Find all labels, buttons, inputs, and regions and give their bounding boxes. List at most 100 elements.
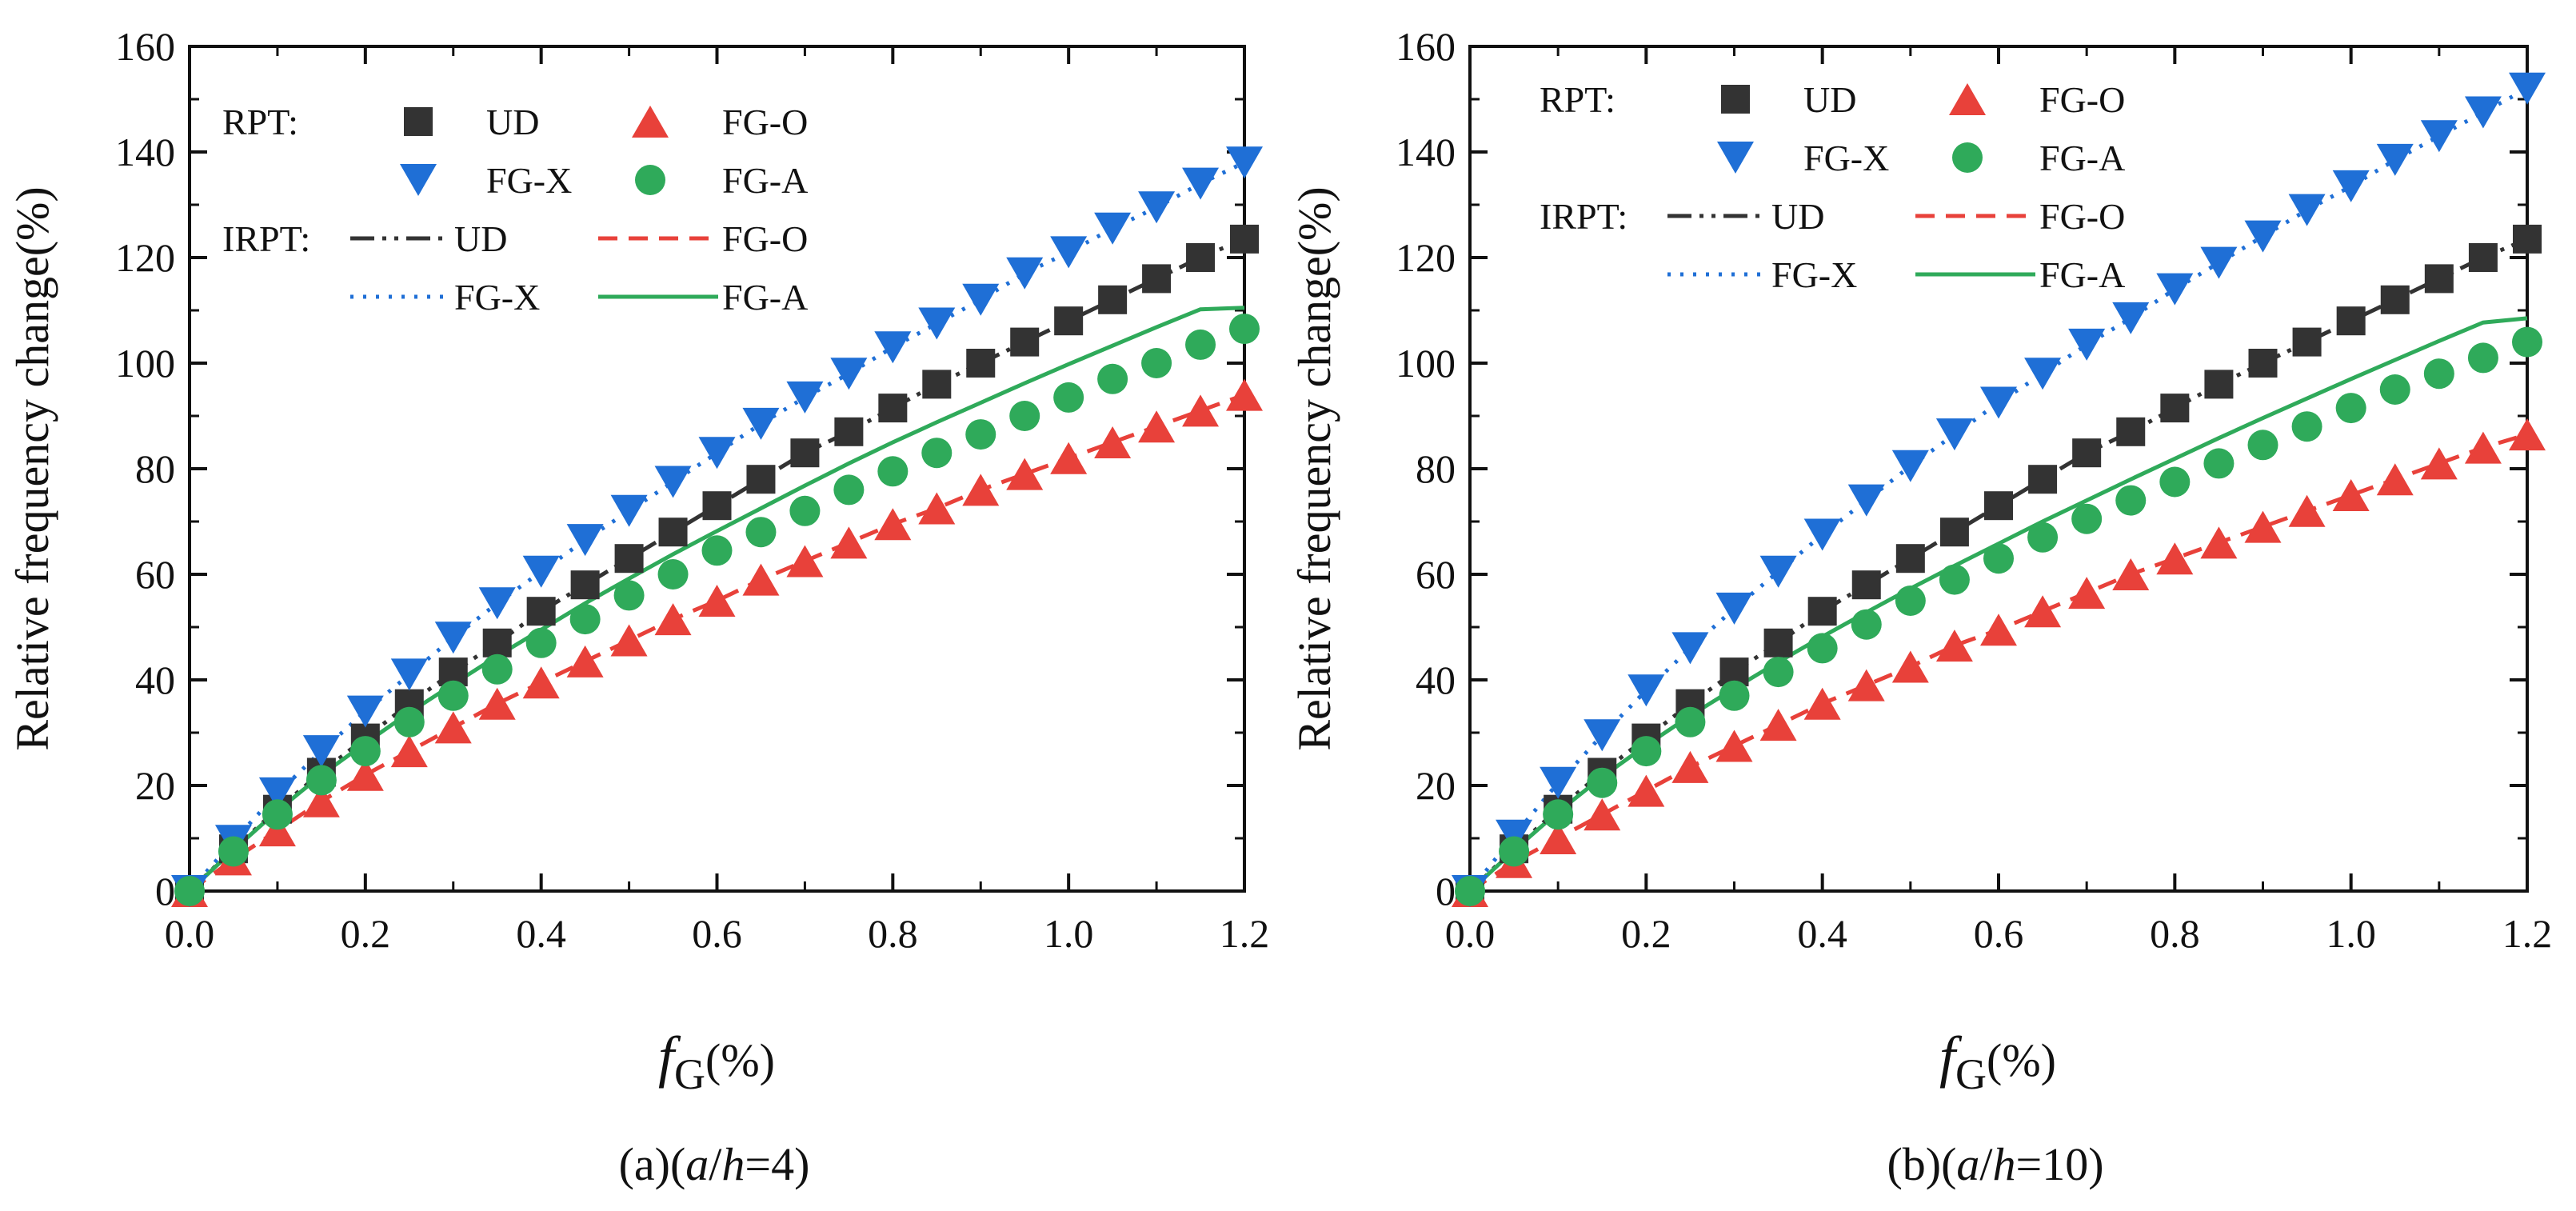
caption-a: a [685, 1138, 709, 1190]
data-point-fgx [698, 437, 736, 470]
data-point-fgo [478, 687, 516, 720]
data-point-fgo [1759, 709, 1797, 741]
data-point-fga [1719, 680, 1750, 711]
caption-suffix: =4) [745, 1138, 809, 1190]
data-point-ud [790, 438, 820, 468]
data-point-fgo [2376, 463, 2414, 496]
legend-marker-fgx [1717, 142, 1754, 174]
x-tick-label: 0.2 [1621, 911, 1671, 956]
data-point-fgx [566, 524, 604, 557]
data-point-fgo [610, 624, 648, 657]
data-point-ud [526, 597, 556, 626]
data-point-fga [1455, 876, 1485, 906]
data-point-ud [1230, 224, 1259, 254]
x-tick-label: 0.0 [1445, 911, 1496, 956]
data-point-fga [393, 706, 425, 737]
data-point-fga [1851, 609, 1882, 640]
data-point-fga [789, 495, 821, 526]
legend-irpt-label: IRPT: [222, 218, 310, 259]
data-point-ud [746, 465, 776, 494]
data-point-fgo [698, 585, 736, 617]
plot-frame [1468, 45, 2529, 893]
x-axis-title-unit: (%) [705, 1034, 775, 1086]
data-point-fgx [2068, 328, 2106, 361]
legend-marker-fga [635, 165, 665, 195]
data-point-fgx [2244, 220, 2282, 253]
data-point-fgo [1935, 629, 1973, 662]
y-tick-label: 40 [1416, 657, 1456, 702]
data-point-ud [2116, 417, 2146, 446]
data-point-fga [437, 680, 469, 711]
legend-marker-fgx [400, 164, 437, 196]
x-axis-title: fG(%) [1939, 1025, 2056, 1098]
data-point-fga [745, 517, 777, 548]
data-point-fgx [1759, 555, 1797, 588]
data-point-fgo [346, 758, 384, 791]
legend-line-label-fga: FG-A [2039, 254, 2125, 295]
y-tick-label: 160 [115, 24, 175, 69]
legend-line-label-ud: UD [1771, 196, 1824, 237]
legend-line-label-fgo: FG-O [2039, 196, 2125, 237]
x-tick-label: 0.0 [165, 911, 215, 956]
series-line-fgo [188, 393, 1245, 893]
data-point-fga [525, 627, 557, 658]
data-point-fgo [302, 785, 340, 817]
y-tick-label: 140 [115, 130, 175, 174]
y-tick-label: 140 [1396, 130, 1456, 174]
data-point-fgo [2024, 595, 2062, 628]
data-point-fga [306, 765, 337, 796]
data-point-fgo [1006, 458, 1044, 490]
data-point-fgx [1006, 257, 1044, 290]
data-point-ud [1010, 327, 1040, 357]
data-point-fgx [2509, 72, 2546, 105]
data-point-fga [1939, 564, 1970, 595]
data-point-fga [701, 535, 733, 566]
legend-marker-fga [1952, 142, 1983, 173]
legend-line-label-fgx: FG-X [1771, 254, 1857, 295]
panel-caption: (b)(a/h=10) [1887, 1138, 2103, 1190]
legend-label-fgo: FG-O [722, 102, 808, 142]
data-point-ud [1939, 518, 1969, 547]
caption-suffix: =10) [2016, 1138, 2104, 1190]
x-tick-label: 1.2 [2502, 911, 2553, 956]
data-point-ud [2336, 306, 2366, 336]
legend-line-label-ud: UD [454, 218, 507, 259]
data-point-ud [570, 570, 600, 600]
data-point-ud [966, 349, 996, 378]
x-tick-label: 1.0 [2326, 911, 2376, 956]
data-point-fgx [1891, 450, 1929, 482]
data-point-fgx [1540, 766, 1577, 799]
legend-line-label-fgo: FG-O [722, 218, 808, 259]
data-point-ud [834, 417, 864, 446]
data-point-fgx [1094, 212, 1132, 245]
data-point-fgx [2376, 143, 2414, 176]
data-point-fgx [2112, 302, 2150, 334]
data-point-ud [2380, 285, 2410, 314]
x-tick-label: 1.2 [1220, 911, 1270, 956]
data-point-fgx [522, 555, 560, 588]
y-tick-label: 20 [135, 763, 175, 808]
data-point-fgo [2464, 431, 2502, 464]
data-point-fga [2247, 430, 2278, 461]
data-point-ud [878, 394, 908, 423]
data-point-fgo [1050, 442, 1088, 474]
data-point-fgx [1584, 719, 1621, 752]
data-point-fga [1983, 543, 2014, 574]
data-point-fga [262, 799, 293, 830]
y-tick-label: 40 [135, 657, 175, 702]
data-point-fgo [2156, 542, 2194, 575]
data-point-fgx [2332, 170, 2370, 202]
legend-label-ud: UD [1803, 79, 1856, 120]
data-point-fga [2512, 326, 2542, 358]
y-tick-label: 80 [1416, 446, 1456, 491]
caption-prefix: (b)( [1887, 1138, 1956, 1190]
data-point-fgx [1935, 418, 1973, 451]
data-point-ud [1807, 597, 1837, 626]
data-point-fga [613, 580, 645, 611]
caption-prefix: (a)( [619, 1138, 686, 1190]
y-tick-label: 120 [115, 235, 175, 280]
data-point-ud [1895, 544, 1925, 574]
data-point-fga [2159, 466, 2191, 498]
y-tick-label: 100 [115, 341, 175, 386]
data-point-fgo [522, 666, 560, 699]
